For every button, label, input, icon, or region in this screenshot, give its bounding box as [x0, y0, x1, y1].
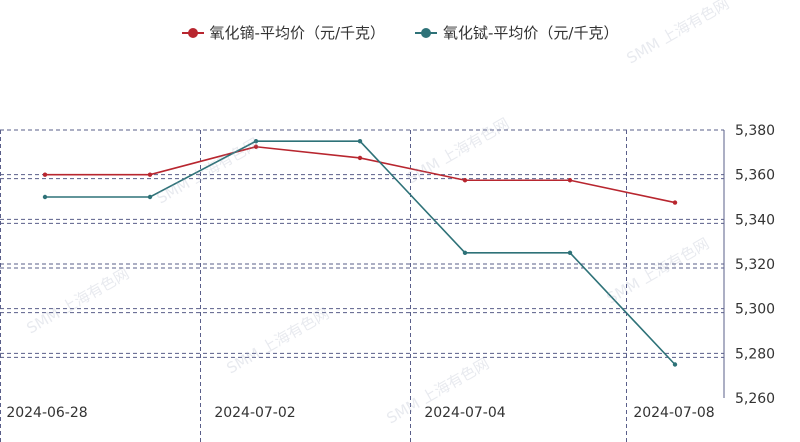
y-tick-label: 5,300	[735, 302, 775, 318]
legend: 氧化镝-平均价（元/千克） 氧化铽-平均价（元/千克）	[0, 22, 800, 43]
data-point	[462, 178, 468, 183]
y-tick-label: 5,380	[735, 123, 775, 139]
data-point	[567, 250, 573, 256]
y-tick-label: 5,280	[735, 346, 775, 362]
legend-label-terbium: 氧化铽-平均价（元/千克）	[443, 24, 619, 42]
legend-item-terbium[interactable]: 氧化铽-平均价（元/千克）	[415, 22, 618, 43]
data-point	[253, 144, 259, 149]
data-point	[147, 172, 153, 177]
data-point	[567, 178, 573, 183]
x-tick-label: 2024-07-02	[214, 405, 295, 421]
data-point	[357, 155, 363, 161]
data-point	[462, 250, 468, 256]
data-point	[42, 172, 48, 177]
x-tick-label: 2024-07-08	[633, 405, 714, 421]
legend-item-dysprosium[interactable]: 氧化镝-平均价（元/千克）	[181, 22, 385, 43]
x-tick-label: 2024-07-04	[424, 405, 505, 421]
y-tick-label: 5,360	[735, 168, 775, 184]
legend-marker-dysprosium	[181, 27, 204, 39]
data-point	[253, 138, 259, 144]
data-point	[42, 194, 48, 200]
data-point	[672, 362, 678, 367]
y-tick-label: 5,260	[735, 391, 775, 407]
y-tick-label: 5,320	[735, 257, 775, 273]
y-tick-label: 5,340	[735, 212, 775, 228]
legend-dot	[421, 27, 431, 38]
x-tick-label: 2024-06-28	[6, 405, 87, 421]
data-point	[357, 138, 363, 144]
data-point	[147, 194, 153, 200]
data-point	[672, 200, 678, 205]
legend-dot	[187, 27, 198, 38]
legend-marker-terbium	[415, 27, 437, 39]
legend-label-dysprosium: 氧化镝-平均价（元/千克）	[209, 24, 385, 42]
